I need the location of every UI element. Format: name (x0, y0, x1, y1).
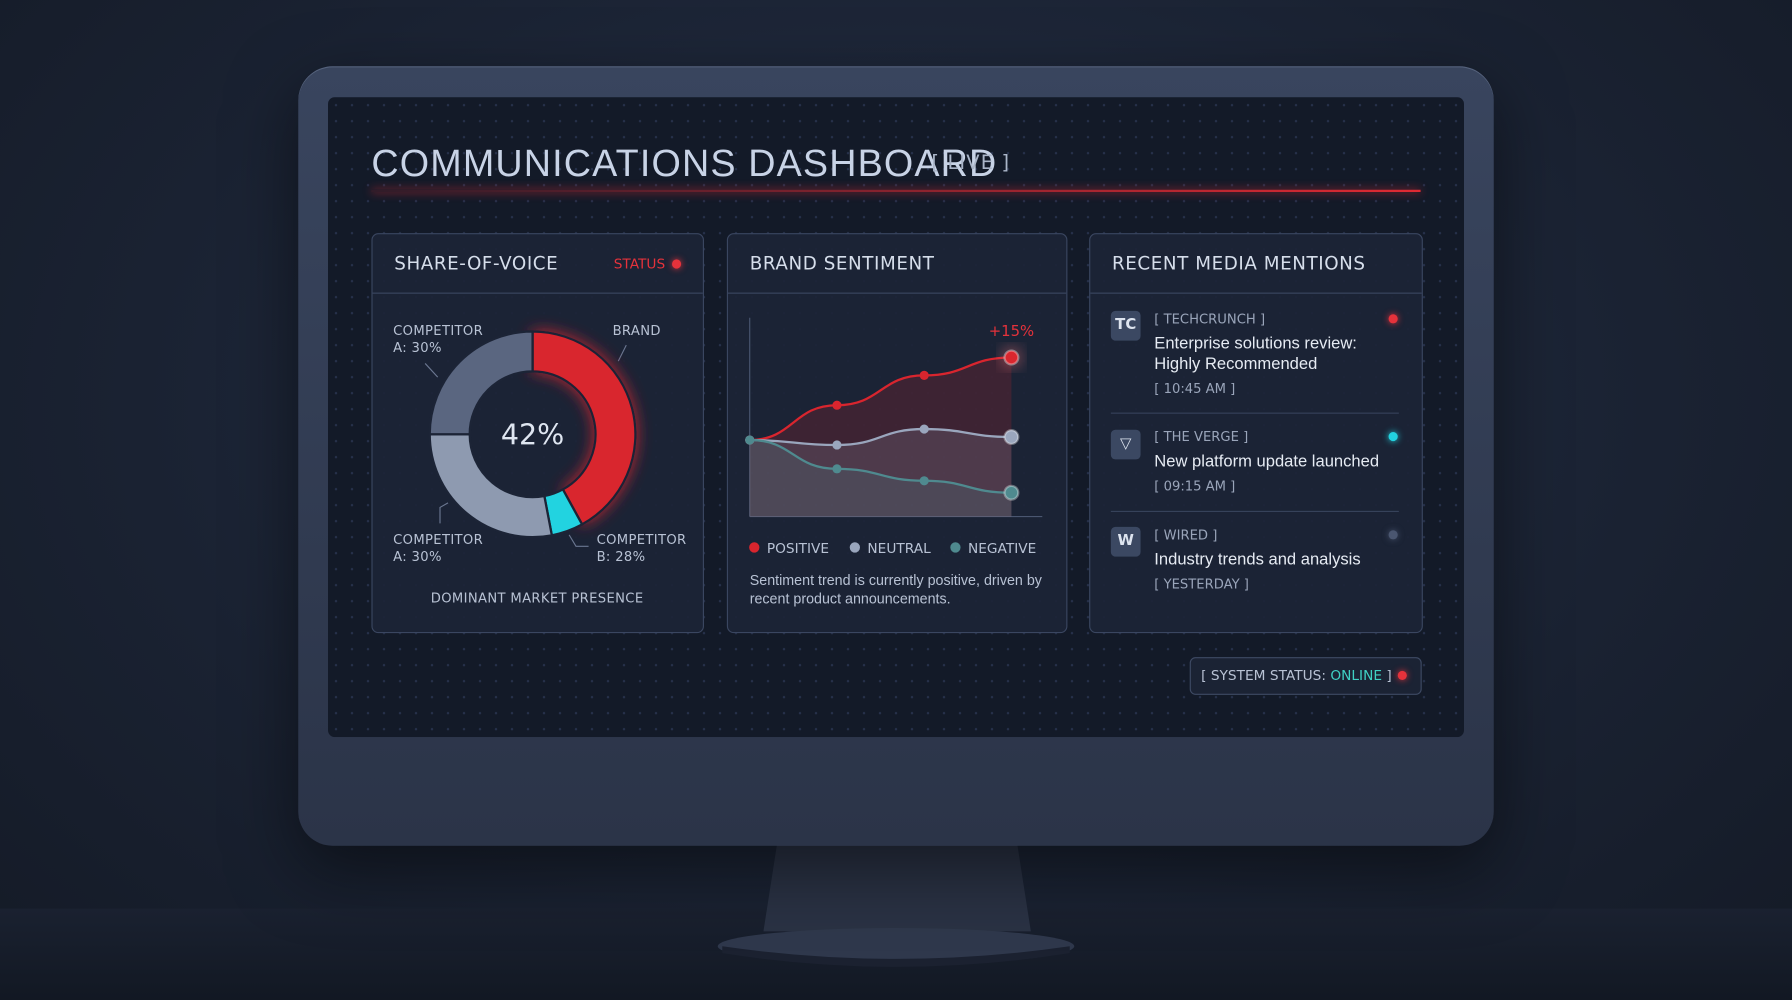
donut-segment (428, 330, 534, 436)
title-underline (371, 189, 1421, 192)
status-dot (1397, 670, 1407, 680)
status-dot (671, 259, 682, 269)
sentiment-note: Sentiment trend is currently positive, d… (749, 572, 1042, 607)
source-icon: ▽ (1110, 429, 1141, 460)
headline: Industry trends and analysis (1154, 550, 1361, 570)
donut-center-label: 42% (501, 418, 565, 452)
dashboard-title: COMMUNICATIONS DASHBOARD (371, 141, 998, 184)
headline: Enterprise solutions review: Highly Reco… (1154, 334, 1357, 374)
source: [ WIRED ] (1154, 526, 1218, 543)
panel-title: SHARE-OF-VOICE (394, 252, 559, 275)
time: [ 10:45 AM ] (1154, 380, 1236, 397)
series-line (749, 356, 1012, 442)
indicator-dot (1388, 314, 1398, 324)
leader-lines (424, 344, 627, 547)
panel-title: RECENT MEDIA MENTIONS (1111, 252, 1366, 275)
headline: New platform update launched (1154, 452, 1380, 471)
legend-swatch (749, 542, 760, 553)
source: [ THE VERGE ] (1154, 428, 1249, 445)
live-badge: [ LIVE ] (931, 151, 1011, 175)
series-line (749, 427, 1012, 447)
status-prefix: [ SYSTEM STATUS: (1201, 667, 1326, 684)
time: [ YESTERDAY ] (1154, 575, 1249, 592)
panel-title: BRAND SENTIMENT (749, 252, 935, 275)
system-status: [ SYSTEM STATUS: ONLINE ] (1201, 667, 1392, 683)
indicator-dot (1388, 530, 1398, 540)
status-value: ONLINE (1330, 667, 1383, 684)
panel-header (1090, 234, 1422, 294)
status-suffix: ] (1386, 667, 1392, 684)
data-point (1003, 429, 1020, 446)
source-icon: W (1110, 526, 1141, 557)
source: [ TECHCRUNCH ] (1154, 310, 1266, 327)
status-label: STATUS (613, 255, 666, 272)
series-line (749, 438, 1012, 494)
data-point (832, 440, 842, 450)
annotation: +15% (989, 322, 1034, 340)
data-point (1003, 349, 1020, 366)
data-point (832, 400, 842, 410)
legend-label: NEGATIVE (968, 541, 1036, 557)
donut-segment (428, 433, 554, 539)
donut-label: BRAND (612, 322, 661, 339)
source-icon: TC (1110, 310, 1141, 341)
legend-swatch (849, 542, 860, 553)
divider (1110, 412, 1399, 414)
share-of-voice-panel: SHARE-OF-VOICE STATUS (371, 233, 704, 634)
donut-label: COMPETITOR A: 30% (393, 531, 484, 565)
donut-label: COMPETITOR A: 30% (393, 322, 484, 356)
data-point (919, 476, 929, 486)
donut-segment (531, 330, 637, 526)
legend-label: POSITIVE (767, 541, 829, 557)
data-point (745, 435, 755, 445)
panel-header (372, 234, 703, 294)
divider (1110, 510, 1399, 512)
series-area (749, 429, 1012, 517)
data-point (919, 370, 929, 380)
legend-label: NEUTRAL (867, 541, 931, 557)
system-status-box (1189, 657, 1422, 695)
data-point (832, 464, 842, 474)
data-point (1003, 484, 1020, 501)
donut-label: COMPETITOR B: 28% (596, 531, 687, 565)
data-point (919, 424, 929, 434)
indicator-dot (1388, 431, 1398, 442)
series-area (749, 440, 1012, 517)
media-mentions-panel: RECENT MEDIA MENTIONS (1089, 233, 1423, 634)
legend-swatch (950, 542, 961, 553)
panel-header (727, 234, 1067, 294)
donut-footer: DOMINANT MARKET PRESENCE (430, 589, 644, 606)
time: [ 09:15 AM ] (1154, 477, 1236, 494)
